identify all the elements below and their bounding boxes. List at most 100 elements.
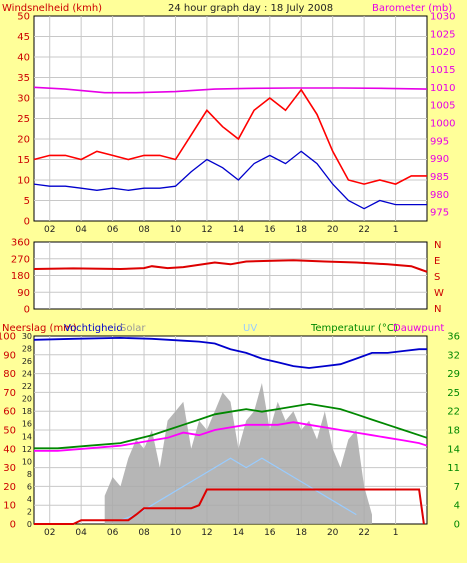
y-right-tick-label: 22 [447, 407, 460, 418]
wind-series-group [33, 86, 428, 210]
climate-x-axis: 02 04 06 08 10 12 14 16 18 20 22 1 [44, 528, 398, 538]
compass-label: E [434, 256, 440, 267]
humidity-line [33, 336, 427, 369]
climate-series-group [33, 336, 428, 525]
y-tick-label: 40 [17, 53, 30, 64]
climate-y-axis-right: 0 4 7 11 14 18 22 25 29 32 36 [447, 332, 460, 531]
y-tick-label: 0 [24, 217, 30, 228]
x-tick-label: 02 [44, 225, 55, 235]
y-inner-tick-label: 12 [22, 445, 32, 454]
y-inner-tick-label: 20 [22, 395, 32, 404]
y-tick-label: 20 [17, 135, 30, 146]
solar-label: Solar [120, 323, 146, 334]
y-right-tick-label: 14 [447, 444, 460, 455]
y-tick-label: 70 [3, 388, 16, 399]
y-tick-label: 35 [17, 73, 30, 84]
y2-tick-label: 1015 [430, 65, 455, 76]
y-inner-tick-label: 0 [27, 520, 32, 529]
y-tick-label: 30 [17, 94, 30, 105]
x-tick-label: 22 [358, 225, 369, 235]
y-inner-tick-label: 30 [22, 332, 32, 341]
dewpoint-line [34, 421, 428, 452]
y-right-tick-label: 32 [447, 350, 460, 361]
y-right-tick-label: 36 [447, 332, 460, 343]
y-inner-tick-label: 14 [22, 432, 32, 441]
y-inner-tick-label: 4 [27, 495, 32, 504]
uv-line [120, 457, 357, 521]
wind-y-axis-left: 0 5 10 15 20 25 30 35 40 45 50 [17, 12, 30, 228]
y-right-tick-label: 18 [447, 426, 460, 437]
x-tick-label: 12 [201, 528, 212, 538]
y-inner-tick-label: 28 [22, 345, 32, 354]
y-tick-label: 50 [17, 12, 30, 23]
y-tick-label: 80 [3, 369, 16, 380]
compass-label: N [434, 240, 441, 251]
y-tick-label: 25 [17, 114, 30, 125]
x-tick-label: 04 [75, 528, 87, 538]
y-tick-label: 360 [11, 238, 30, 249]
y2-tick-label: 975 [430, 208, 449, 219]
wind-gust-line [33, 88, 427, 185]
y-tick-label: 30 [3, 463, 16, 474]
barometer-line [33, 86, 428, 94]
y-inner-tick-label: 10 [22, 457, 32, 466]
uv-label: UV [243, 323, 257, 334]
y-tick-label: 45 [17, 32, 30, 43]
y-tick-label: 60 [3, 407, 16, 418]
dewpoint-label: Dauwpunt [393, 323, 444, 334]
compass-label: S [434, 272, 440, 283]
x-tick-label: 12 [201, 225, 212, 235]
temperature-line [34, 402, 428, 450]
chart-title: 24 hour graph day : 18 July 2008 [168, 3, 333, 14]
compass-label: N [434, 304, 441, 315]
y-inner-tick-label: 24 [22, 370, 32, 379]
y-right-tick-label: 29 [447, 369, 460, 380]
rain-label: Neerslag (mm) [2, 323, 77, 334]
direction-series-group [33, 259, 428, 273]
wind-y-axis-right: 975 980 985 990 995 1000 1005 1010 1015 1020 1025 1… [430, 12, 455, 219]
y-inner-tick-label: 16 [22, 420, 32, 429]
y2-tick-label: 980 [430, 190, 449, 201]
barometer-label: Barometer (mb) [372, 3, 452, 14]
wind-direction-line [33, 259, 428, 273]
temperature-label: Temperatuur (°C) [310, 323, 398, 334]
y-right-tick-label: 0 [454, 520, 460, 531]
y-tick-label: 100 [0, 332, 16, 343]
y-tick-label: 20 [3, 482, 16, 493]
x-tick-label: 14 [233, 225, 245, 235]
climate-y-axis-left: 0 10 20 30 40 50 60 70 80 90 100 [0, 332, 16, 531]
y2-tick-label: 1030 [430, 12, 455, 23]
x-tick-label: 1 [393, 528, 399, 538]
y-tick-label: 0 [24, 305, 30, 316]
compass-label: W [434, 288, 444, 299]
x-tick-label: 16 [264, 528, 276, 538]
x-tick-label: 16 [264, 225, 276, 235]
y2-tick-label: 1020 [430, 47, 455, 58]
humidity-label: Vochtigheid [64, 323, 123, 334]
y2-tick-label: 995 [430, 136, 449, 147]
x-tick-label: 06 [107, 225, 119, 235]
x-tick-label: 04 [75, 225, 87, 235]
y-inner-tick-label: 18 [22, 407, 32, 416]
y2-tick-label: 1000 [430, 118, 455, 129]
y-tick-label: 0 [10, 520, 16, 531]
x-tick-label: 10 [170, 225, 182, 235]
y2-tick-label: 1025 [430, 29, 455, 40]
y2-tick-label: 985 [430, 172, 449, 183]
y-tick-label: 40 [3, 444, 16, 455]
y-tick-label: 10 [3, 501, 16, 512]
x-tick-label: 22 [358, 528, 369, 538]
wind-x-axis: 02 04 06 08 10 12 14 16 18 20 22 1 [44, 225, 398, 235]
y-tick-label: 180 [11, 271, 30, 282]
y-tick-label: 270 [11, 254, 30, 265]
x-tick-label: 20 [327, 528, 339, 538]
y-right-tick-label: 4 [454, 501, 460, 512]
x-tick-label: 18 [296, 528, 308, 538]
x-tick-label: 1 [393, 225, 399, 235]
precipitation-line [34, 488, 425, 525]
y-tick-label: 50 [3, 426, 16, 437]
x-tick-label: 08 [138, 225, 150, 235]
